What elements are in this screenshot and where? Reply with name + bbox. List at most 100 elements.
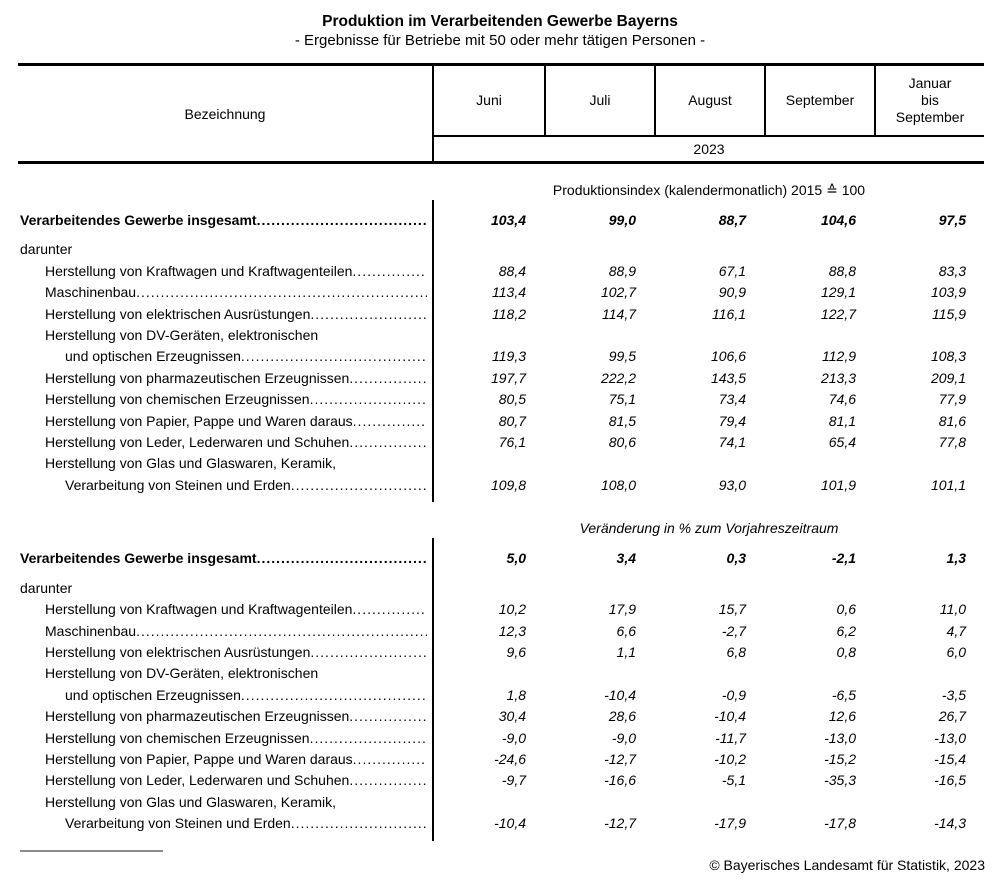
value-cell: 118,2 [492, 305, 526, 322]
column-header-januar-bis-september: Januar bis September [874, 66, 984, 135]
value-cell: 6,2 [836, 622, 856, 639]
row-label-text: Herstellung von Papier, Pappe und Waren … [45, 412, 353, 429]
column-header-bezeichnung: Bezeichnung [18, 66, 434, 161]
value-cell: 17,9 [608, 601, 636, 618]
page-title: Produktion im Verarbeitenden Gewerbe Bay… [322, 13, 678, 30]
value-cell: 67,1 [718, 262, 746, 279]
row-label-line: darunter [18, 239, 427, 260]
row-label-line: darunter [18, 578, 427, 599]
row-label-line: Herstellung von elektrischen Ausrüstunge… [18, 642, 427, 663]
value-cell: 74,1 [718, 434, 746, 451]
row-label-line: Herstellung von chemischen Erzeugnissen [18, 389, 427, 410]
value-cell: -10,4 [494, 815, 526, 832]
data-row: Herstellung von elektrischen Ausrüstunge… [18, 641, 984, 664]
value-cell: 88,9 [608, 262, 636, 279]
spacer-row [18, 569, 984, 578]
copyright: © Bayerisches Landesamt für Statistik, 2… [709, 856, 985, 873]
value-cell: -16,5 [934, 772, 966, 789]
value-cell: 90,9 [718, 284, 746, 301]
table-header: Bezeichnung Juni Juli August September J… [18, 63, 984, 164]
value-cell: 114,7 [602, 305, 636, 322]
value-cell: 101,9 [820, 476, 856, 493]
value-cell: 0,6 [836, 601, 856, 618]
value-cell: -9,7 [501, 772, 526, 789]
value-cell: 12,3 [498, 622, 526, 639]
column-header-juli: Juli [544, 66, 654, 135]
row-label-line: Maschinenbau [18, 282, 427, 303]
row-label-text: Verarbeitendes Gewerbe insgesamt [20, 212, 257, 228]
row-label: Maschinenbau [18, 282, 434, 304]
value-cell: 30,4 [498, 708, 526, 725]
value-cell: 93,0 [718, 476, 746, 493]
value-cell: 1,1 [616, 643, 636, 660]
value-cell: 88,8 [828, 262, 856, 279]
row-label-line: und optischen Erzeugnissen [18, 346, 427, 367]
value-cell: -35,3 [824, 772, 856, 789]
value-cell: -14,3 [934, 815, 966, 832]
data-row: Herstellung von Glas und Glaswaren, Kera… [18, 791, 984, 841]
row-label-text: Herstellung von DV-Geräten, elektronisch… [45, 327, 319, 344]
row-label-line: Herstellung von Papier, Pappe und Waren … [18, 411, 427, 432]
value-cell: 74,6 [828, 391, 856, 408]
total-row: Verarbeitendes Gewerbe insgesamt 103,4 99,… [18, 200, 984, 232]
value-cell: 76,1 [498, 434, 526, 451]
value-cell: 80,5 [498, 391, 526, 408]
section-rows: Verarbeitendes Gewerbe insgesamt 103,4 99,… [0, 200, 1000, 503]
row-label-line: Herstellung von Kraftwagen und Kraftwage… [18, 599, 427, 620]
data-row: Herstellung von chemischen Erzeugnissen -… [18, 727, 984, 749]
value-cell: 79,4 [718, 412, 746, 429]
group-label-row: darunter [18, 577, 984, 600]
value-cell: -9,0 [611, 729, 636, 746]
dot-leader [349, 706, 427, 727]
value-cell: 4,7 [946, 622, 966, 639]
row-label: Verarbeitendes Gewerbe insgesamt [18, 538, 434, 570]
row-label-line: und optischen Erzeugnissen [18, 685, 427, 706]
value-cell: 3,4 [616, 550, 636, 567]
data-row: Herstellung von Papier, Pappe und Waren … [18, 748, 984, 771]
row-label-text: Herstellung von elektrischen Ausrüstunge… [45, 643, 311, 660]
data-row: Herstellung von Leder, Lederwaren und Sc… [18, 770, 984, 792]
row-label: Verarbeitendes Gewerbe insgesamt [18, 200, 434, 232]
group-label-row: darunter [18, 239, 984, 261]
row-label-line: Herstellung von elektrischen Ausrüstunge… [18, 304, 427, 325]
value-cell: 109,8 [490, 476, 526, 493]
value-cell: -3,5 [941, 686, 966, 703]
section-veraenderung: Veränderung in % zum Vorjahreszeitraum V… [0, 519, 1000, 841]
dot-leader [353, 749, 427, 770]
value-cell: 5,0 [506, 550, 526, 567]
value-cell: 115,9 [932, 305, 966, 322]
value-cell: 129,1 [820, 284, 856, 301]
row-label-line: Herstellung von chemischen Erzeugnissen [18, 728, 427, 749]
row-label-line: Herstellung von Leder, Lederwaren und Sc… [18, 432, 427, 453]
row-label-text: Herstellung von pharmazeutischen Erzeugn… [45, 369, 350, 386]
value-cell: 88,7 [718, 212, 746, 228]
dot-leader [291, 813, 427, 834]
row-label-line: Verarbeitung von Steinen und Erden [18, 813, 427, 834]
value-cell: -17,9 [714, 815, 746, 832]
section-caption: Produktionsindex (kalendermonatlich) 201… [552, 182, 866, 198]
data-row: Herstellung von chemischen Erzeugnissen 8… [18, 389, 984, 411]
row-label-text: Verarbeitung von Steinen und Erden [65, 815, 291, 832]
value-cell: 81,6 [938, 412, 966, 429]
value-cell: -17,8 [824, 815, 856, 832]
row-label-text: darunter [20, 579, 73, 596]
data-row: Herstellung von Kraftwagen und Kraftwage… [18, 260, 984, 283]
value-cell: 6,6 [616, 622, 636, 639]
value-cell: 99,0 [608, 212, 636, 228]
row-label-line: Verarbeitendes Gewerbe insgesamt [18, 210, 427, 231]
spacer-cell [18, 569, 434, 578]
value-cell: -13,0 [824, 729, 856, 746]
section-produktionsindex: Produktionsindex (kalendermonatlich) 201… [0, 181, 1000, 503]
row-label-line: Herstellung von Glas und Glaswaren, Kera… [18, 453, 427, 474]
table-header-months-block: Juni Juli August September Januar bis Se… [434, 66, 984, 161]
value-cell: 101,1 [930, 476, 966, 493]
data-row: Herstellung von pharmazeutischen Erzeugn… [18, 706, 984, 728]
value-cell: 116,1 [712, 305, 746, 322]
value-cell: -12,7 [604, 815, 636, 832]
row-label-line: Herstellung von pharmazeutischen Erzeugn… [18, 706, 427, 727]
row-label: Herstellung von Glas und Glaswaren, Kera… [18, 791, 434, 841]
row-label-text: darunter [20, 241, 73, 258]
value-cell: 73,4 [718, 391, 746, 408]
value-cell: 103,4 [490, 212, 526, 228]
